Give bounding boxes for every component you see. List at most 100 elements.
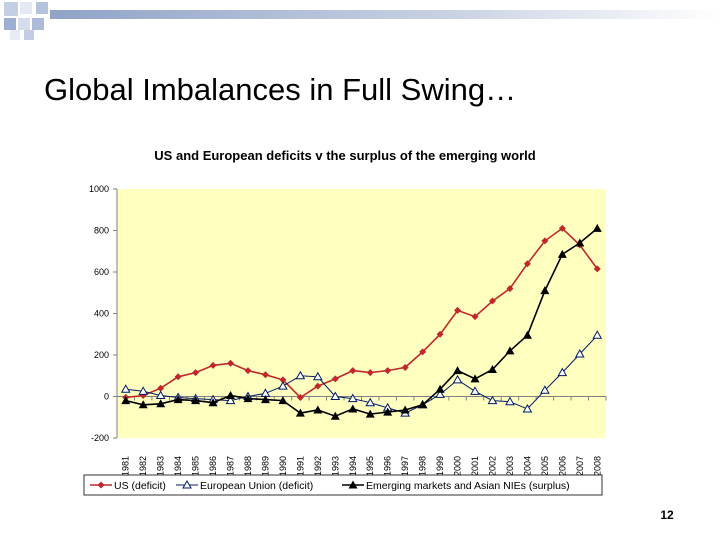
x-tick-label: 1983 [156, 456, 166, 476]
data-point [314, 382, 322, 390]
y-tick-label: 400 [94, 309, 109, 319]
data-point [173, 395, 183, 404]
decorative-square [20, 2, 32, 14]
data-point [295, 408, 305, 417]
data-point [540, 385, 550, 394]
data-point [505, 346, 515, 355]
data-point [226, 390, 236, 399]
data-point [540, 286, 550, 295]
y-tick-label: -200 [91, 433, 109, 443]
data-point [138, 400, 148, 409]
data-point [225, 395, 236, 405]
data-point [157, 384, 165, 392]
data-point [347, 393, 358, 403]
data-point [261, 371, 269, 379]
data-point [279, 376, 287, 384]
x-tick-label: 1981 [121, 456, 131, 476]
x-tick-label: 1993 [330, 456, 340, 476]
x-tick-label: 1999 [435, 456, 445, 476]
data-point [156, 399, 166, 408]
data-point [454, 306, 462, 314]
x-tick-label: 2001 [470, 456, 480, 476]
x-tick-label: 1985 [191, 456, 201, 476]
data-point [348, 404, 358, 413]
x-tick-label: 2006 [557, 456, 567, 476]
data-point [487, 395, 498, 405]
y-tick-label: 1000 [89, 184, 109, 194]
y-tick-label: 800 [94, 226, 109, 236]
data-point [593, 265, 601, 273]
data-point [182, 479, 192, 489]
data-point [349, 367, 357, 375]
data-point [470, 386, 480, 395]
data-point [365, 397, 376, 407]
x-tick-label: 1984 [173, 456, 183, 476]
data-point [120, 384, 131, 393]
data-point [348, 480, 358, 489]
data-point [435, 384, 445, 393]
data-point [557, 249, 567, 258]
data-point [174, 373, 182, 381]
data-point [313, 405, 323, 414]
decorative-square [10, 30, 20, 40]
data-point [506, 285, 514, 293]
data-point [487, 365, 497, 374]
header-bar [50, 10, 720, 19]
data-point [522, 403, 533, 413]
chart-title: US and European deficits v the surplus o… [154, 148, 535, 163]
y-tick-label: 200 [94, 350, 109, 360]
x-tick-label: 1987 [226, 456, 236, 476]
x-tick-label: 1990 [278, 456, 288, 476]
data-point [244, 367, 252, 375]
data-point [541, 237, 549, 245]
data-point [312, 371, 323, 381]
y-tick-label: 0 [104, 392, 109, 402]
data-point [383, 407, 393, 416]
data-point [192, 369, 200, 377]
data-point [471, 313, 479, 321]
data-point [121, 396, 131, 405]
data-point [366, 369, 374, 377]
series-line [125, 334, 598, 414]
series-line [125, 227, 598, 418]
data-point [278, 396, 288, 405]
data-point [401, 363, 409, 371]
data-point [523, 260, 531, 268]
data-point [575, 238, 585, 247]
x-tick-label: 2003 [505, 456, 515, 476]
x-tick-label: 1998 [418, 456, 428, 476]
y-tick-label: 600 [94, 267, 109, 277]
data-point [574, 348, 585, 358]
data-point [435, 389, 445, 398]
x-tick-label: 1991 [295, 456, 305, 476]
x-tick-label: 1992 [313, 456, 323, 476]
legend-label: US (deficit) [114, 480, 166, 492]
data-point [243, 394, 253, 403]
data-point [138, 386, 149, 395]
x-tick-label: 1989 [260, 456, 270, 476]
data-point [452, 374, 463, 384]
data-point [365, 409, 375, 418]
decorative-square [32, 18, 44, 30]
data-point [330, 411, 340, 420]
x-tick-label: 1994 [348, 456, 358, 476]
data-point [331, 375, 339, 383]
data-point [418, 400, 428, 409]
data-point [592, 223, 602, 232]
legend-label: European Union (deficit) [200, 480, 313, 492]
data-point [260, 395, 270, 404]
data-point [330, 391, 341, 400]
data-point [278, 381, 288, 390]
data-point [209, 361, 217, 369]
data-point [470, 374, 480, 383]
x-tick-label: 2007 [575, 456, 585, 476]
data-point [558, 224, 566, 232]
x-tick-label: 1986 [208, 456, 218, 476]
x-tick-label: 2004 [522, 456, 532, 476]
series-line [125, 227, 598, 399]
x-tick-label: 1995 [365, 456, 375, 476]
data-point [522, 330, 532, 339]
